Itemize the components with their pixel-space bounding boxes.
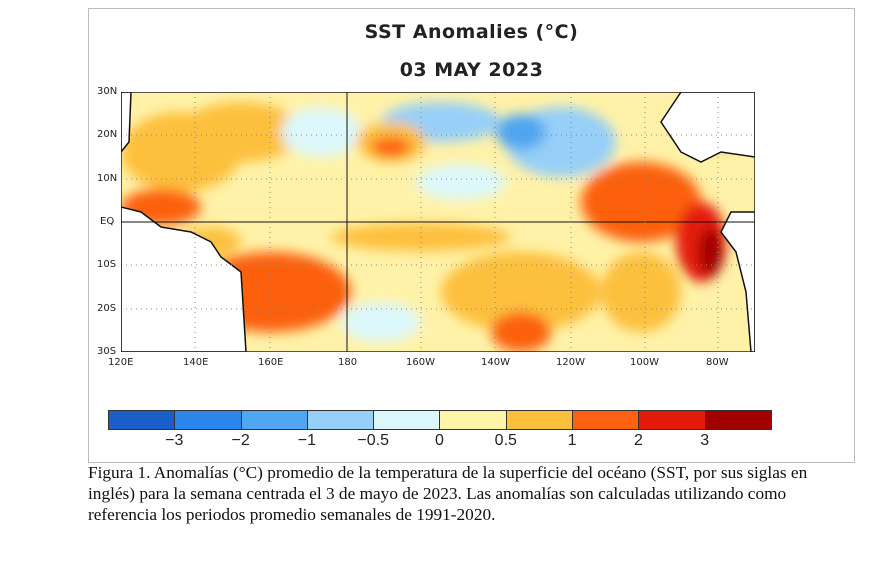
lon-tick: 160E bbox=[258, 357, 284, 368]
lat-tick: 20S bbox=[97, 303, 117, 314]
colorbar-label: 0.5 bbox=[494, 432, 517, 449]
lon-tick: 160W bbox=[406, 357, 435, 368]
lon-tick: 80W bbox=[706, 357, 729, 368]
colorbar-label: −1 bbox=[297, 432, 317, 449]
lon-tick: 100W bbox=[630, 357, 659, 368]
colorbar-swatch bbox=[241, 411, 308, 429]
lat-tick: 10S bbox=[97, 259, 117, 270]
colorbar-label: 3 bbox=[700, 432, 710, 449]
colorbar-label: −2 bbox=[231, 432, 250, 449]
south-america bbox=[720, 211, 755, 352]
lat-tick: 10N bbox=[97, 173, 118, 184]
sst-anomaly-map bbox=[121, 92, 755, 352]
lon-tick: 140E bbox=[183, 357, 209, 368]
colorbar-label: 1 bbox=[567, 432, 577, 449]
colorbar-label: −3 bbox=[165, 432, 184, 449]
lat-tick: EQ bbox=[100, 216, 115, 227]
colorbar-swatch bbox=[639, 411, 706, 429]
colorbar-label: 2 bbox=[633, 432, 643, 449]
figure-date: 03 MAY 2023 bbox=[399, 59, 544, 81]
colorbar-swatch bbox=[109, 411, 176, 429]
colorbar-swatch bbox=[175, 411, 242, 429]
colorbar-swatch bbox=[705, 411, 771, 429]
colorbar-swatch bbox=[440, 411, 507, 429]
gridlines bbox=[121, 92, 755, 352]
lon-tick: 140W bbox=[481, 357, 510, 368]
lon-tick: 120E bbox=[108, 357, 134, 368]
lon-tick: 180 bbox=[338, 357, 358, 368]
figure-title: SST Anomalies (°C) bbox=[364, 21, 579, 43]
lat-tick: 30S bbox=[97, 346, 117, 357]
lon-tick: 120W bbox=[556, 357, 585, 368]
land-masses bbox=[121, 92, 755, 352]
australia-new-guinea bbox=[121, 206, 247, 352]
colorbar-label: −0.5 bbox=[357, 432, 389, 449]
colorbar-swatch bbox=[573, 411, 640, 429]
colorbar-label: 0 bbox=[435, 432, 444, 449]
lat-tick: 30N bbox=[97, 86, 118, 97]
colorbar-swatch bbox=[506, 411, 574, 429]
asia-coast bbox=[121, 92, 132, 154]
colorbar-swatch bbox=[307, 411, 375, 429]
colorbar-swatch bbox=[374, 411, 441, 429]
figure-caption: Figura 1. Anomalías (°C) promedio de la … bbox=[88, 463, 808, 524]
central-america bbox=[660, 92, 755, 163]
colorbar bbox=[108, 410, 772, 430]
lat-tick: 20N bbox=[97, 129, 118, 140]
